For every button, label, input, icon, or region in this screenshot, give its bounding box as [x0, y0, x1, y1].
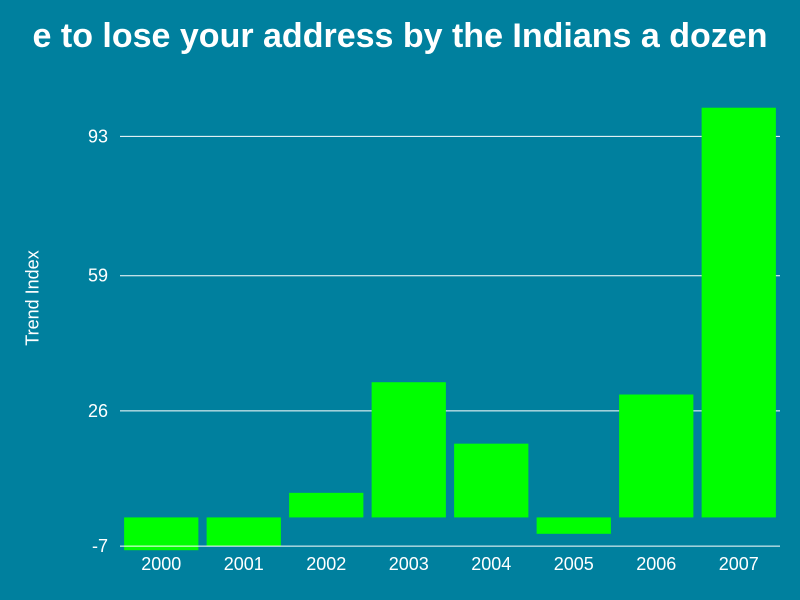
x-tick-label: 2002	[306, 554, 346, 574]
bar-2007	[701, 107, 776, 518]
x-tick-label: 2006	[636, 554, 676, 574]
chart-title: e to lose your address by the Indians a …	[32, 17, 768, 55]
y-tick-label: 26	[88, 401, 108, 421]
bar-2001	[206, 517, 281, 547]
bar-2002	[289, 492, 364, 518]
x-tick-label: 2007	[719, 554, 759, 574]
y-tick-label: 59	[88, 266, 108, 286]
bar-2003	[371, 382, 446, 518]
y-tick-label: 93	[88, 126, 108, 146]
x-tick-label: 2005	[554, 554, 594, 574]
x-tick-label: 2003	[389, 554, 429, 574]
bar-2005	[536, 517, 611, 534]
x-tick-label: 2001	[224, 554, 264, 574]
grid-lines	[120, 135, 780, 412]
tick-labels: -7 26 59 93 2000 2001 2002 2003 2004 2005 2006 2007	[88, 126, 759, 574]
y-tick-label: -7	[92, 536, 108, 556]
bar-2004	[454, 443, 529, 518]
bar-2006	[619, 394, 694, 518]
x-tick-label: 2004	[471, 554, 511, 574]
x-tick-label: 2000	[141, 554, 181, 574]
bar-2000	[124, 517, 199, 551]
bars	[124, 107, 776, 551]
